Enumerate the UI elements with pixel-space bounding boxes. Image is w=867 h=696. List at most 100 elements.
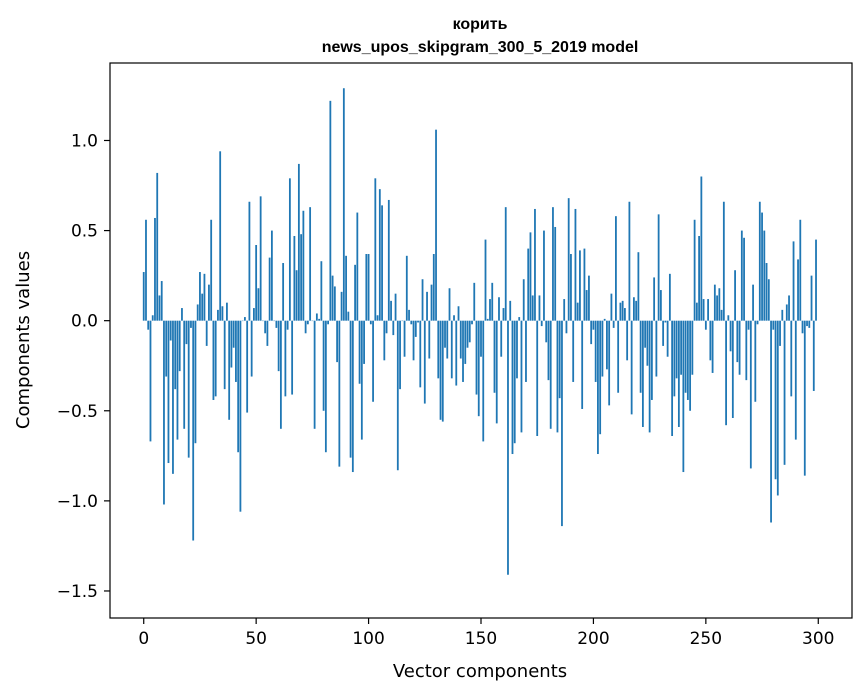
bar-161 [504, 207, 507, 321]
bar-154 [489, 299, 491, 321]
bar-86 [336, 320, 338, 363]
bar-228 [655, 320, 658, 377]
bar-136 [448, 288, 451, 321]
bar-30 [210, 219, 213, 321]
bar-173 [531, 295, 534, 321]
bar-21 [190, 320, 192, 328]
bar-224 [646, 320, 649, 366]
bar-98 [363, 320, 365, 364]
bar-119 [410, 320, 413, 325]
bar-133 [441, 320, 444, 422]
bar-95 [356, 212, 359, 321]
bar-124 [421, 279, 424, 321]
bar-49 [253, 308, 255, 321]
bar-69 [297, 163, 300, 321]
x-ticks: 0 50 100 150 200 250 300 [138, 618, 834, 649]
bar-294 [803, 320, 806, 476]
bar-90 [345, 255, 347, 321]
bar-17 [181, 308, 183, 321]
y-tick-label: −1.0 [57, 492, 98, 512]
bar-105 [378, 189, 381, 321]
bar-193 [576, 302, 579, 321]
bar-203 [599, 320, 602, 435]
bar-178 [543, 230, 545, 321]
bar-240 [682, 320, 685, 473]
bar-80 [322, 320, 325, 411]
bar-232 [664, 320, 667, 323]
bar-277 [765, 263, 768, 321]
bar-55 [266, 320, 269, 346]
bar-208 [610, 293, 613, 321]
bar-227 [653, 277, 656, 321]
bar-130 [435, 129, 437, 321]
bar-51 [257, 288, 260, 321]
bar-106 [381, 205, 383, 321]
bar-128 [430, 284, 433, 321]
bar-246 [695, 302, 698, 321]
bar-169 [522, 279, 525, 321]
bar-23 [194, 320, 197, 444]
bar-112 [394, 293, 397, 321]
bar-52 [259, 196, 262, 321]
bar-176 [538, 295, 541, 321]
bar-289 [792, 241, 795, 321]
bar-237 [675, 320, 678, 379]
bar-6 [156, 172, 159, 321]
bar-298 [812, 320, 815, 391]
bar-3 [149, 320, 152, 442]
bar-29 [208, 284, 210, 321]
y-tick-label: −1.5 [57, 582, 98, 602]
bar-153 [486, 318, 489, 321]
bar-151 [482, 320, 485, 442]
bar-219 [635, 300, 638, 321]
bar-28 [205, 320, 208, 346]
bar-88 [340, 291, 343, 321]
bar-83 [329, 100, 332, 321]
bar-296 [808, 320, 811, 328]
bar-81 [324, 320, 327, 453]
bar-297 [810, 275, 813, 321]
bar-121 [414, 320, 417, 337]
x-tick-label: 100 [352, 629, 384, 649]
bar-9 [163, 320, 165, 505]
bar-16 [178, 320, 181, 372]
bar-22 [192, 320, 195, 541]
bar-281 [774, 320, 777, 480]
bar-82 [327, 320, 329, 325]
bar-101 [369, 320, 372, 325]
bar-64 [286, 320, 289, 330]
bar-197 [585, 290, 588, 321]
bar-132 [439, 320, 442, 420]
bar-163 [509, 300, 512, 321]
bar-157 [495, 320, 498, 424]
bar-32 [214, 320, 217, 397]
bar-36 [223, 320, 226, 390]
bar-59 [275, 320, 278, 328]
bar-212 [619, 302, 622, 321]
bar-180 [547, 320, 550, 381]
bar-267 [743, 237, 745, 321]
bar-196 [583, 248, 586, 321]
bar-146 [471, 320, 473, 325]
y-tick-label: 0.0 [71, 312, 98, 332]
bar-188 [565, 320, 568, 334]
bar-245 [693, 219, 696, 321]
y-tick-label: −0.5 [57, 402, 98, 422]
bar-194 [579, 250, 581, 321]
bar-210 [615, 216, 617, 321]
bar-276 [763, 230, 766, 321]
bar-135 [446, 320, 449, 359]
bar-71 [302, 210, 305, 321]
bar-84 [331, 275, 334, 321]
bar-126 [426, 291, 428, 321]
x-tick-label: 0 [138, 629, 149, 649]
bar-170 [525, 320, 527, 382]
bar-116 [403, 320, 406, 357]
bar-13 [172, 320, 174, 474]
bar-108 [385, 320, 388, 334]
bar-35 [221, 306, 224, 321]
bar-206 [606, 320, 608, 370]
bar-10 [165, 320, 168, 377]
bar-226 [650, 320, 653, 400]
bar-278 [767, 279, 770, 321]
